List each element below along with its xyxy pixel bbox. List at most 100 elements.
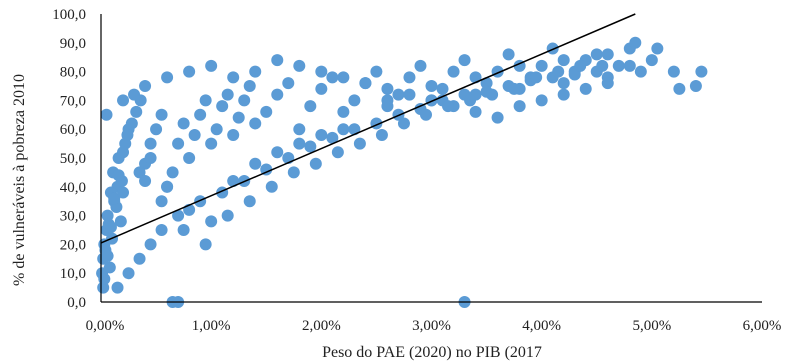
data-point — [144, 137, 157, 150]
data-point — [139, 80, 152, 92]
data-point — [293, 59, 306, 72]
data-point — [133, 252, 146, 265]
data-point — [112, 169, 125, 182]
data-point — [557, 77, 570, 90]
data-point — [447, 65, 460, 78]
data-point — [117, 186, 130, 199]
data-point — [590, 48, 603, 61]
trendline — [100, 13, 636, 244]
data-point — [139, 175, 152, 188]
data-point — [331, 146, 344, 159]
data-point — [111, 281, 124, 294]
data-point — [249, 157, 262, 170]
x-tick-label: 5,00% — [632, 318, 671, 334]
data-point — [574, 59, 587, 72]
data-point — [645, 54, 658, 67]
data-point — [326, 131, 339, 144]
trendline-group — [100, 13, 636, 244]
data-point — [596, 59, 609, 72]
y-tick-label: 90,0 — [60, 36, 86, 52]
data-point — [480, 77, 493, 90]
data-point — [304, 140, 317, 153]
data-point — [469, 71, 482, 84]
data-point — [304, 100, 317, 113]
data-point — [172, 209, 185, 222]
data-point — [442, 100, 455, 113]
data-point — [227, 175, 240, 188]
x-tick-label: 4,00% — [522, 318, 561, 334]
data-point — [293, 137, 306, 150]
data-point — [199, 94, 212, 107]
data-point — [101, 249, 114, 262]
data-point — [103, 261, 116, 274]
data-point — [552, 65, 565, 78]
data-point — [601, 48, 614, 61]
data-point — [249, 117, 262, 130]
data-point — [557, 54, 570, 67]
y-tick-label: 70,0 — [60, 93, 86, 109]
data-point — [227, 128, 240, 141]
data-point — [337, 105, 350, 118]
data-point — [122, 267, 135, 280]
y-axis-title: % de vulneráveis à pobreza 2010 — [11, 74, 28, 286]
data-point — [348, 94, 361, 107]
data-point — [155, 108, 168, 121]
data-point — [546, 42, 559, 55]
data-point — [117, 94, 130, 107]
data-point — [486, 88, 499, 101]
data-point — [114, 215, 127, 228]
data-point — [271, 88, 284, 101]
data-points — [96, 36, 708, 308]
data-point — [375, 128, 388, 141]
data-point — [155, 224, 168, 236]
data-point — [695, 65, 708, 78]
data-point — [425, 80, 438, 92]
data-point — [161, 71, 174, 84]
data-point — [326, 71, 339, 84]
data-point — [469, 105, 482, 118]
data-point — [216, 100, 229, 113]
data-point — [651, 42, 664, 55]
data-point — [502, 48, 515, 61]
data-point — [188, 128, 201, 141]
y-tick-label: 40,0 — [60, 180, 86, 196]
data-point — [370, 65, 383, 78]
data-point — [205, 59, 218, 72]
x-tick-label: 1,00% — [192, 318, 231, 334]
data-point — [287, 166, 300, 179]
data-point — [177, 117, 190, 130]
data-point — [568, 68, 581, 81]
x-tick-label: 3,00% — [412, 318, 451, 334]
data-point — [348, 123, 361, 136]
data-point — [232, 111, 245, 124]
data-point — [205, 137, 218, 150]
data-point — [491, 111, 504, 124]
data-point — [260, 163, 273, 176]
data-point — [128, 88, 141, 101]
data-point — [130, 105, 143, 118]
data-point — [243, 80, 256, 92]
data-point — [337, 123, 350, 136]
data-point — [282, 77, 295, 90]
data-point — [414, 59, 427, 72]
data-point — [227, 71, 240, 84]
y-tick-labels: 0,0 10,0 20,0 30,0 40,0 50,0 60,0 70,0 80,0 90,0 1… — [52, 7, 86, 311]
y-tick-label: 30,0 — [60, 209, 86, 225]
data-point — [309, 157, 322, 170]
data-point — [557, 88, 570, 101]
data-point — [172, 137, 185, 150]
data-point — [271, 54, 284, 67]
x-tick-labels: 0,00% 1,00% 2,00% 3,00% 4,00% 5,00% 6,00% — [86, 318, 782, 334]
y-tick-label: 80,0 — [60, 65, 86, 81]
data-point — [689, 80, 702, 92]
data-point — [381, 94, 394, 107]
data-point — [293, 123, 306, 136]
data-point — [108, 192, 121, 205]
data-point — [221, 209, 234, 222]
data-point — [315, 65, 328, 78]
data-point — [155, 195, 168, 208]
y-tick-label: 50,0 — [60, 151, 86, 167]
x-axis-title: Peso do PAE (2020) no PIB (2017 — [322, 344, 542, 361]
data-point — [260, 105, 273, 118]
